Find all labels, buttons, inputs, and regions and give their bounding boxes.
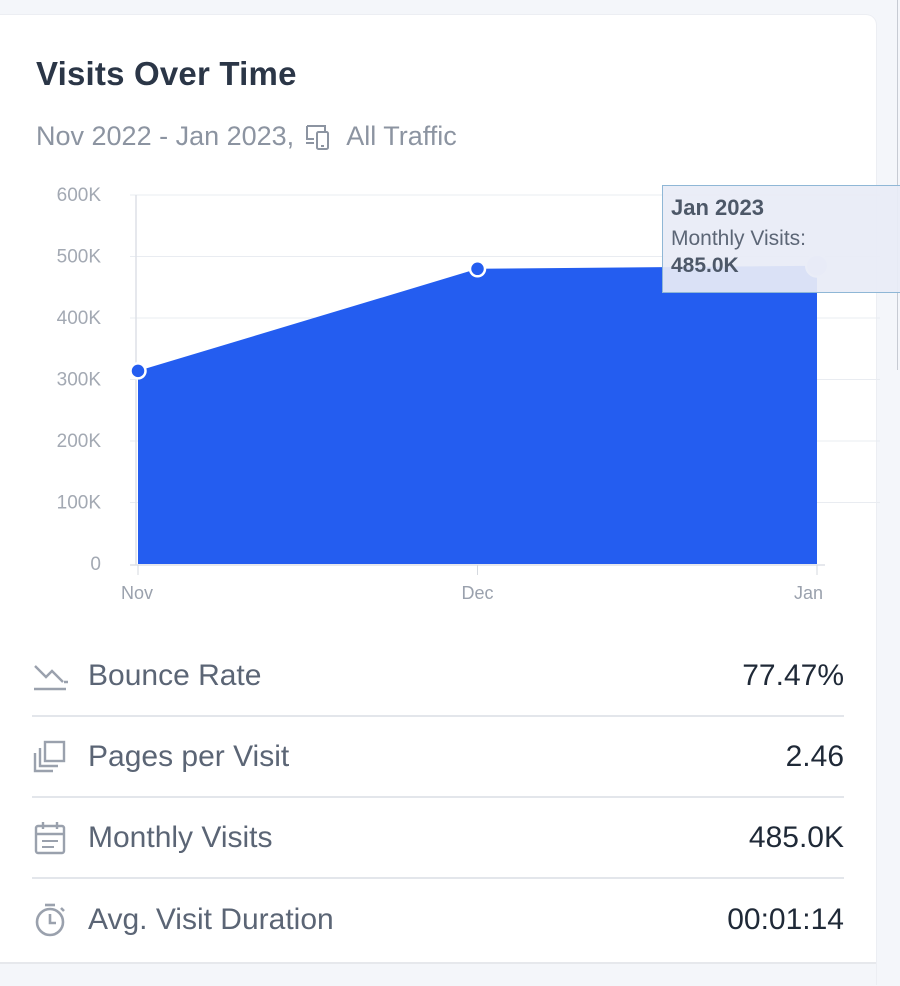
date-range: Nov 2022 - Jan 2023, xyxy=(36,121,295,151)
y-tick-label: 300K xyxy=(57,370,102,391)
metric-value: 00:01:14 xyxy=(727,902,844,936)
y-tick-label: 500K xyxy=(57,247,102,268)
metric-monthly-visits: Monthly Visits 485.0K xyxy=(32,798,844,879)
metrics-list: Bounce Rate 77.47% Pages per Visit 2.46 … xyxy=(32,636,844,960)
metric-value: 77.47% xyxy=(742,658,844,692)
x-tick-label: Jan xyxy=(794,583,823,603)
card-subtitle: Nov 2022 - Jan 2023, All Traffic xyxy=(36,121,457,152)
y-tick-label: 0 xyxy=(90,554,101,575)
calendar-icon xyxy=(32,819,70,857)
x-tick-label: Nov xyxy=(121,583,153,603)
metric-pages-per-visit: Pages per Visit 2.46 xyxy=(32,717,844,798)
metric-label: Bounce Rate xyxy=(88,658,262,692)
data-point xyxy=(129,362,147,380)
y-tick-label: 200K xyxy=(57,431,102,452)
tooltip-value: 485.0K xyxy=(671,254,739,277)
metric-avg-visit-duration: Avg. Visit Duration 00:01:14 xyxy=(32,879,844,960)
visits-area xyxy=(138,265,817,564)
card-bottom-divider xyxy=(0,962,876,986)
x-tick-label: Dec xyxy=(461,583,493,603)
metric-bounce-rate: Bounce Rate 77.47% xyxy=(32,636,844,717)
chart-tooltip: Jan 2023 Monthly Visits: 485.0K xyxy=(662,185,900,293)
y-tick-label: 100K xyxy=(57,493,102,514)
metric-label: Monthly Visits xyxy=(88,820,273,854)
card-title: Visits Over Time xyxy=(36,55,297,92)
tooltip-label: Monthly Visits: xyxy=(671,227,806,250)
pages-icon xyxy=(32,738,70,776)
traffic-filter[interactable]: All Traffic xyxy=(346,121,457,151)
devices-icon xyxy=(304,122,334,152)
trending-down-icon xyxy=(32,657,70,695)
timer-icon xyxy=(32,901,70,939)
metric-label: Pages per Visit xyxy=(88,739,290,773)
metric-label: Avg. Visit Duration xyxy=(88,902,334,936)
data-point xyxy=(468,260,487,278)
metric-value: 2.46 xyxy=(785,739,844,773)
visits-area-chart: 0 100K 200K 300K 400K 500K 600K Nov Dec Jan xyxy=(57,185,880,603)
metric-value: 485.0K xyxy=(748,820,844,854)
y-tick-label: 400K xyxy=(57,308,102,329)
y-tick-label: 600K xyxy=(57,185,102,206)
tooltip-date: Jan 2023 xyxy=(671,195,764,220)
